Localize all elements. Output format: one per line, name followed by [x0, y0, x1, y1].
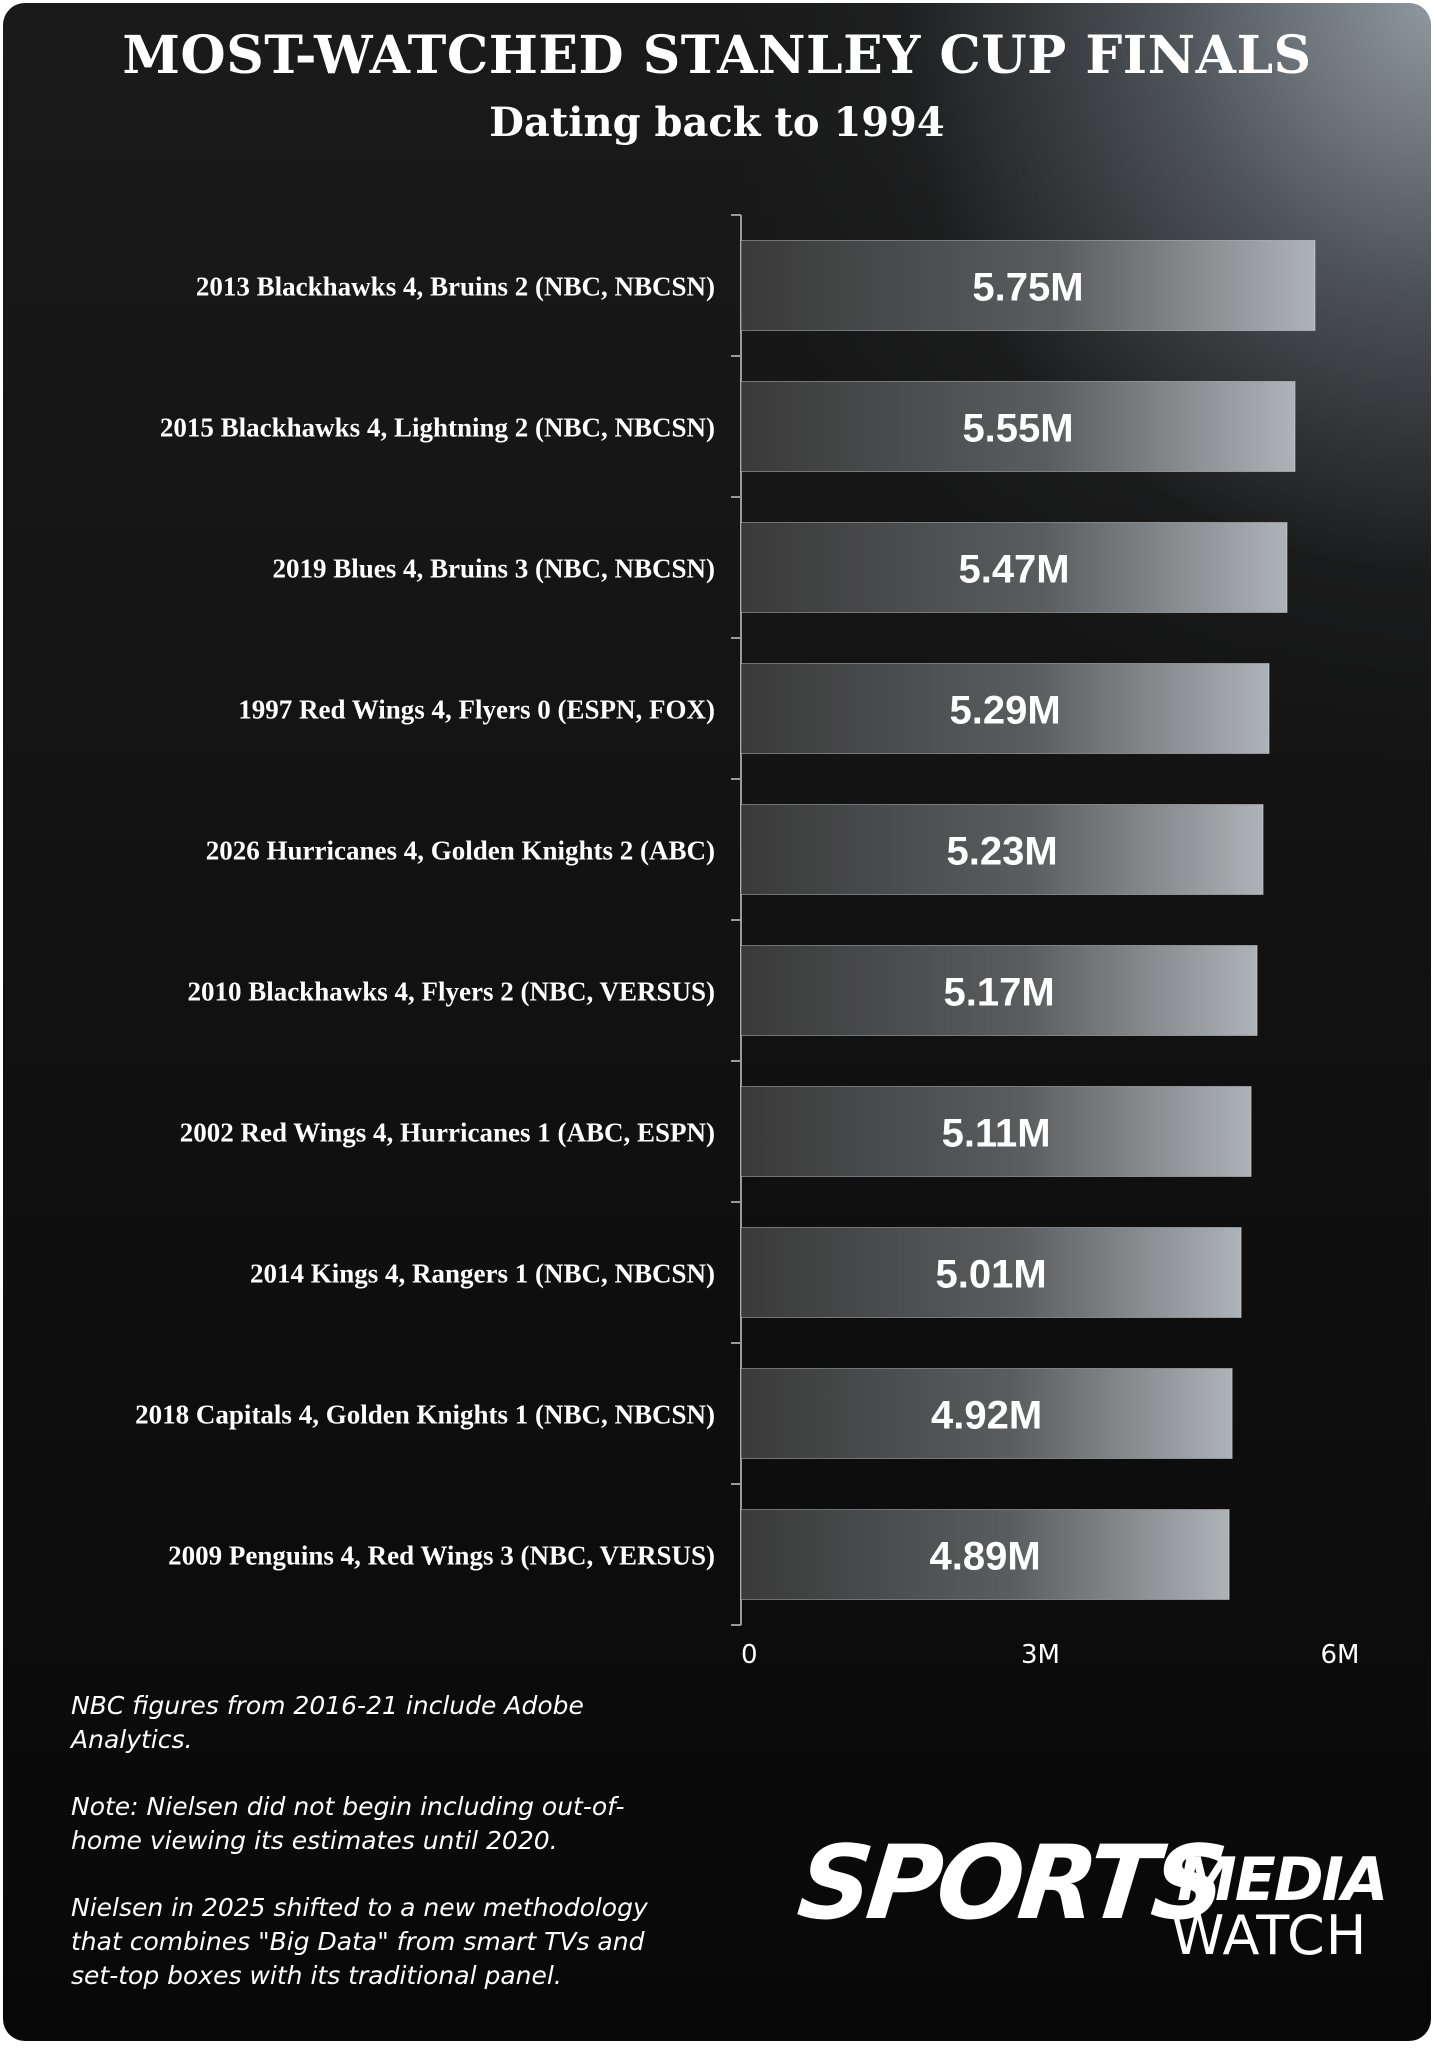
- chart-subtitle: Dating back to 1994: [489, 99, 945, 146]
- chart-notes: NBC figures from 2016-21 include Adobe A…: [71, 1689, 671, 2026]
- bar-value-label: 5.17M: [943, 971, 1054, 1015]
- bar: [740, 1227, 1242, 1318]
- bar-chart: 0 3M 6M 5.75M 2013 Blackhawks 4, Bruins 2 (…: [135, 214, 1360, 1670]
- x-tick-label: 6M: [1321, 1640, 1360, 1670]
- bar: [740, 663, 1270, 754]
- bar-value-label: 5.47M: [958, 548, 1069, 592]
- category-label: 2015 Blackhawks 4, Lightning 2 (NBC, NBC…: [160, 413, 715, 443]
- category-label: 2013 Blackhawks 4, Bruins 2 (NBC, NBCSN): [196, 272, 715, 302]
- bar: [740, 1086, 1252, 1177]
- infographic-card: MOST-WATCHED STANLEY CUP FINALS Dating b…: [3, 3, 1431, 2041]
- category-label: 2026 Hurricanes 4, Golden Knights 2 (ABC…: [206, 836, 715, 866]
- bar: [740, 1509, 1230, 1600]
- category-label: 2010 Blackhawks 4, Flyers 2 (NBC, VERSUS…: [187, 977, 715, 1007]
- x-tick-label: 0: [741, 1640, 758, 1670]
- bar: [740, 945, 1258, 1036]
- bar-value-label: 4.92M: [931, 1394, 1042, 1438]
- bar: [740, 1368, 1233, 1459]
- note-big-data: Nielsen in 2025 shifted to a new methodo…: [71, 1893, 648, 1990]
- sports-media-watch-logo: SPORTS MEDIA WATCH: [793, 1824, 1399, 1969]
- logo-media-text: MEDIA: [1177, 1845, 1388, 1915]
- category-label: 2014 Kings 4, Rangers 1 (NBC, NBCSN): [250, 1259, 715, 1289]
- bar-value-label: 5.01M: [935, 1253, 1046, 1297]
- bar: [740, 522, 1288, 613]
- bar-value-label: 4.89M: [930, 1535, 1041, 1579]
- note-out-of-home: Note: Nielsen did not begin including ou…: [71, 1792, 625, 1855]
- logo-watch-text: WATCH: [1171, 1904, 1368, 1967]
- logo-sports-text: SPORTS: [792, 1824, 1228, 1943]
- category-label: 2009 Penguins 4, Red Wings 3 (NBC, VERSU…: [168, 1541, 715, 1571]
- bar-value-label: 5.75M: [972, 266, 1083, 310]
- note-adobe-analytics: NBC figures from 2016-21 include Adobe A…: [71, 1691, 584, 1754]
- bar: [740, 240, 1316, 331]
- chart-title: MOST-WATCHED STANLEY CUP FINALS: [122, 25, 1312, 86]
- x-tick-label: 3M: [1021, 1640, 1060, 1670]
- category-label: 2018 Capitals 4, Golden Knights 1 (NBC, …: [135, 1400, 715, 1430]
- bar-value-label: 5.29M: [949, 689, 1060, 733]
- bar: [740, 804, 1264, 895]
- category-label: 1997 Red Wings 4, Flyers 0 (ESPN, FOX): [238, 695, 715, 725]
- bar-value-label: 5.11M: [942, 1112, 1051, 1156]
- category-label: 2019 Blues 4, Bruins 3 (NBC, NBCSN): [272, 554, 715, 584]
- bar: [740, 381, 1296, 472]
- bar-value-label: 5.23M: [946, 830, 1057, 874]
- category-label: 2002 Red Wings 4, Hurricanes 1 (ABC, ESP…: [180, 1118, 715, 1148]
- bar-value-label: 5.55M: [962, 407, 1073, 451]
